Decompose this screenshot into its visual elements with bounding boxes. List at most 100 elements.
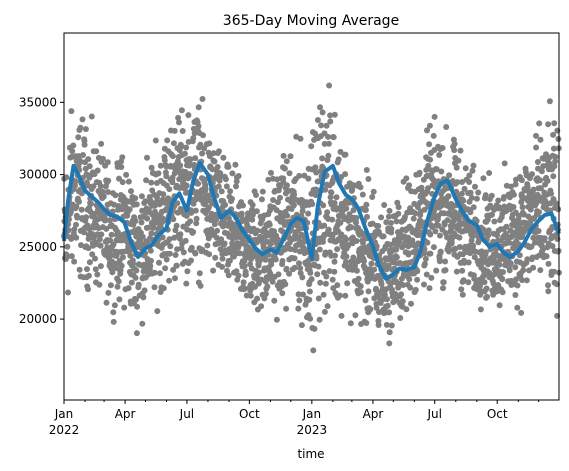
scatter-point (435, 222, 442, 229)
scatter-point (222, 176, 229, 183)
scatter-point (170, 140, 177, 147)
scatter-point (133, 330, 140, 337)
scatter-point (249, 216, 256, 223)
scatter-point (79, 116, 86, 123)
scatter-point (229, 170, 236, 177)
scatter-point (205, 204, 212, 211)
scatter-point (110, 318, 117, 325)
scatter-point (442, 267, 449, 274)
scatter-point (286, 170, 293, 177)
scatter-point (321, 222, 328, 229)
scatter-point (331, 111, 338, 118)
scatter-point (173, 222, 180, 229)
scatter-point (148, 179, 155, 186)
scatter-point (369, 194, 376, 200)
scatter-point (406, 182, 413, 189)
scatter-point (416, 169, 423, 176)
scatter-point (546, 160, 553, 167)
scatter-point (466, 179, 473, 185)
scatter-point (314, 187, 321, 194)
scatter-point (412, 286, 419, 293)
scatter-point (536, 209, 542, 216)
scatter-point (225, 163, 232, 170)
scatter-point (187, 156, 194, 163)
scatter-point (422, 255, 429, 262)
scatter-point (178, 107, 185, 114)
scatter-point (325, 226, 332, 233)
scatter-point (104, 159, 111, 166)
moving-average-line-layer (62, 161, 561, 281)
scatter-point (283, 305, 290, 312)
scatter-point (134, 303, 141, 310)
scatter-point (342, 171, 349, 178)
scatter-point (306, 296, 313, 303)
scatter-point (371, 266, 378, 273)
scatter-point (524, 256, 531, 263)
scatter-point (192, 155, 199, 162)
scatter-point (430, 132, 437, 139)
scatter-point (110, 309, 117, 316)
scatter-point (280, 152, 287, 159)
scatter-point (78, 242, 84, 249)
scatter-point (118, 262, 125, 269)
scatter-point (220, 154, 227, 161)
scatter-point (342, 151, 349, 158)
scatter-point (242, 271, 249, 278)
scatter-point (163, 173, 170, 180)
scatter-point (317, 279, 324, 286)
scatter-point (199, 96, 206, 102)
scatter-point (92, 255, 98, 262)
scatter-point (357, 283, 364, 290)
scatter-point (544, 177, 551, 184)
scatter-point (185, 112, 192, 119)
scatter-point (327, 194, 334, 201)
scatter-point (470, 162, 477, 169)
scatter-point (72, 178, 79, 185)
scatter-point (143, 177, 150, 184)
scatter-point (488, 192, 495, 199)
scatter-point (139, 320, 146, 327)
scatter-point (283, 265, 290, 272)
scatter-point (247, 292, 254, 299)
scatter-point (383, 219, 390, 226)
scatter-point (342, 292, 349, 299)
scatter-point (417, 199, 423, 206)
scatter-point (112, 192, 119, 199)
scatter-point (459, 267, 466, 274)
scatter-point (440, 285, 446, 292)
x-axis-label: time (297, 447, 324, 461)
scatter-point (147, 247, 154, 254)
scatter-point (510, 204, 517, 210)
scatter-point (70, 142, 77, 149)
scatter-point (489, 211, 495, 218)
scatter-point (271, 297, 278, 304)
scatter-point (401, 214, 408, 221)
scatter-point (555, 136, 562, 142)
scatter-point (500, 269, 506, 275)
scatter-point (485, 227, 492, 234)
scatter-point (353, 238, 360, 244)
scatter-point (320, 238, 326, 245)
scatter-point (453, 268, 460, 275)
scatter-point (507, 260, 514, 267)
scatter-point (73, 203, 80, 210)
scatter-point (428, 274, 435, 281)
scatter-point (108, 231, 115, 238)
scatter-point (343, 205, 350, 212)
scatter-point (105, 289, 112, 296)
scatter-point (76, 198, 82, 205)
scatter-point (512, 264, 519, 271)
scatter-point (328, 189, 335, 196)
scatter-point (295, 291, 302, 298)
scatter-point (277, 210, 284, 216)
scatter-point (329, 216, 336, 223)
scatter-point (552, 153, 559, 160)
scatter-point (128, 279, 135, 286)
scatter-point (145, 224, 152, 231)
scatter-point (68, 108, 75, 115)
scatter-point (555, 206, 562, 213)
scatter-point (380, 261, 387, 268)
scatter-point (206, 140, 213, 147)
scatter-point (154, 308, 161, 315)
scatter-point (424, 127, 430, 134)
